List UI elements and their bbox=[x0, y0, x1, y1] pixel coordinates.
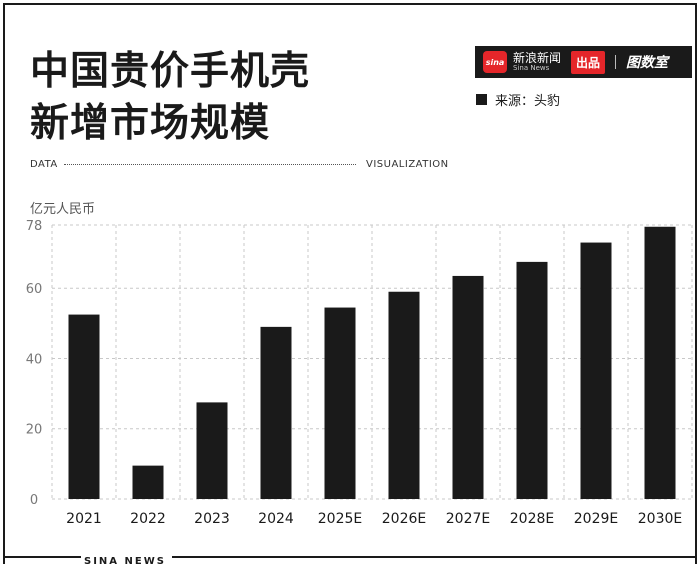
bottom-rule-right bbox=[172, 556, 697, 558]
y-tick-label: 20 bbox=[26, 423, 43, 438]
bar-2021 bbox=[68, 314, 100, 499]
visualization-label: VISUALIZATION bbox=[366, 159, 449, 170]
brand-divider bbox=[615, 55, 617, 69]
bar-layer bbox=[68, 226, 676, 500]
label-layer: 0 20 40 60 78 2021 2022 2023 2024 2025E 2026E 2027E… bbox=[26, 219, 683, 527]
source-text: 来源：头豹 bbox=[495, 94, 561, 109]
source-note: 来源：头豹 bbox=[476, 90, 560, 109]
bar-2028E bbox=[516, 261, 548, 499]
y-tick-label: 78 bbox=[26, 219, 43, 234]
brand-tag: 出品 bbox=[571, 50, 606, 74]
grid-layer bbox=[51, 224, 693, 500]
chart-title-line2: 新增市场规模 bbox=[30, 101, 271, 146]
x-tick-label: 2029E bbox=[574, 511, 618, 527]
sina-logo-icon: sina bbox=[483, 51, 507, 73]
dotted-divider bbox=[64, 164, 356, 165]
x-tick-label: 2026E bbox=[382, 511, 426, 527]
bar-2022 bbox=[132, 465, 164, 499]
y-tick-label: 0 bbox=[30, 493, 38, 508]
y-tick-label: 40 bbox=[26, 352, 43, 367]
bar-2027E bbox=[452, 275, 484, 499]
source-square-icon bbox=[476, 94, 487, 105]
bar-2023 bbox=[196, 402, 228, 499]
y-tick-label: 60 bbox=[26, 282, 43, 297]
bar-2025E bbox=[324, 307, 356, 499]
data-label: DATA bbox=[30, 159, 58, 170]
bar-2029E bbox=[580, 242, 612, 500]
x-tick-label: 2027E bbox=[446, 511, 490, 527]
brand-text: 新浪新闻 Sina News bbox=[513, 52, 561, 72]
bar-2026E bbox=[388, 291, 420, 499]
x-tick-label: 2024 bbox=[258, 511, 294, 527]
brand-bar: sina 新浪新闻 Sina News 出品 图数室 bbox=[475, 46, 692, 78]
x-tick-label: 2022 bbox=[130, 511, 166, 527]
footer-brand: SINA NEWS bbox=[84, 556, 166, 567]
bottom-rule-left bbox=[3, 556, 81, 558]
bar-2030E bbox=[644, 226, 676, 499]
chart-title-line1: 中国贵价手机壳 bbox=[30, 49, 311, 94]
x-tick-label: 2025E bbox=[318, 511, 362, 527]
x-tick-label: 2028E bbox=[510, 511, 554, 527]
tushi-logo: 图数室 bbox=[626, 55, 669, 71]
brand-name-cn: 新浪新闻 bbox=[513, 51, 562, 66]
chart-frame bbox=[3, 3, 697, 564]
x-tick-label: 2021 bbox=[66, 511, 102, 527]
x-tick-label: 2030E bbox=[638, 511, 682, 527]
brand-name-en: Sina News bbox=[513, 63, 550, 72]
x-tick-label: 2023 bbox=[194, 511, 230, 527]
y-axis-unit: 亿元人民币 bbox=[30, 202, 96, 217]
bar-2024 bbox=[260, 326, 292, 499]
